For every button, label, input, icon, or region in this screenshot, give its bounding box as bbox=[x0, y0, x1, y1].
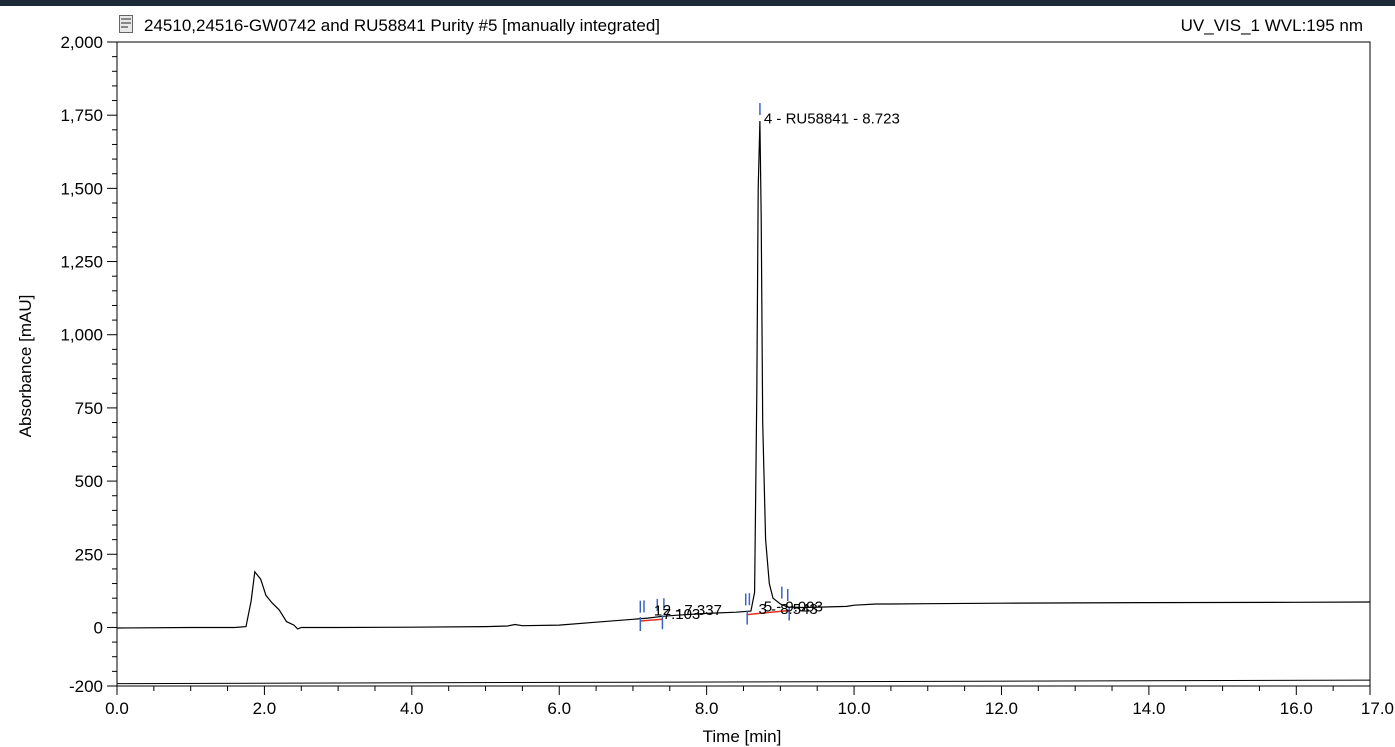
peak-label: 4 - RU58841 - 8.723 bbox=[764, 111, 900, 128]
lower-baseline-line bbox=[116, 679, 1371, 685]
plot-frame bbox=[116, 41, 1371, 687]
peak-label: 7.103 bbox=[663, 606, 701, 623]
y-tick-label: 1,000 bbox=[60, 326, 103, 345]
baseline-segment bbox=[747, 609, 790, 616]
document-icon bbox=[119, 15, 133, 33]
baseline-segment bbox=[640, 618, 663, 622]
y-tick-label: 500 bbox=[75, 472, 103, 491]
y-tick-label: 1,250 bbox=[60, 253, 103, 272]
x-tick-label: 12.0 bbox=[985, 699, 1018, 718]
peak-label: 5 - 9.093 bbox=[764, 599, 823, 616]
y-tick-label: 1,750 bbox=[60, 106, 103, 125]
window-top-bar bbox=[0, 0, 1395, 6]
y-tick-label: -200 bbox=[69, 677, 103, 696]
x-tick-label: 14.0 bbox=[1132, 699, 1165, 718]
x-tick-label: 10.0 bbox=[838, 699, 871, 718]
x-axis-label: Time [min] bbox=[702, 727, 782, 746]
channel-label: UV_VIS_1 WVL:195 nm bbox=[1180, 16, 1363, 35]
x-tick-label: 4.0 bbox=[400, 699, 424, 718]
y-tick-label: 250 bbox=[75, 545, 103, 564]
x-tick-label: 0.0 bbox=[105, 699, 129, 718]
y-tick-label: 1,500 bbox=[60, 179, 103, 198]
chromatogram-trace bbox=[116, 120, 1371, 630]
x-tick-label: 2.0 bbox=[253, 699, 277, 718]
peak-label: 1 bbox=[654, 602, 662, 619]
y-tick-label: 2,000 bbox=[60, 33, 103, 52]
x-tick-label: 16.0 bbox=[1280, 699, 1313, 718]
chart-title: 24510,24516-GW0742 and RU58841 Purity #5… bbox=[144, 16, 661, 35]
peak-label: 2 - 7.337 bbox=[663, 602, 722, 619]
y-tick-label: 0 bbox=[94, 618, 103, 637]
x-tick-label: 17.0 bbox=[1361, 699, 1394, 718]
y-tick-label: 750 bbox=[75, 399, 103, 418]
x-tick-label: 8.0 bbox=[695, 699, 719, 718]
x-tick-label: 6.0 bbox=[547, 699, 571, 718]
peak-label: 3 - 8.543 bbox=[759, 601, 818, 618]
